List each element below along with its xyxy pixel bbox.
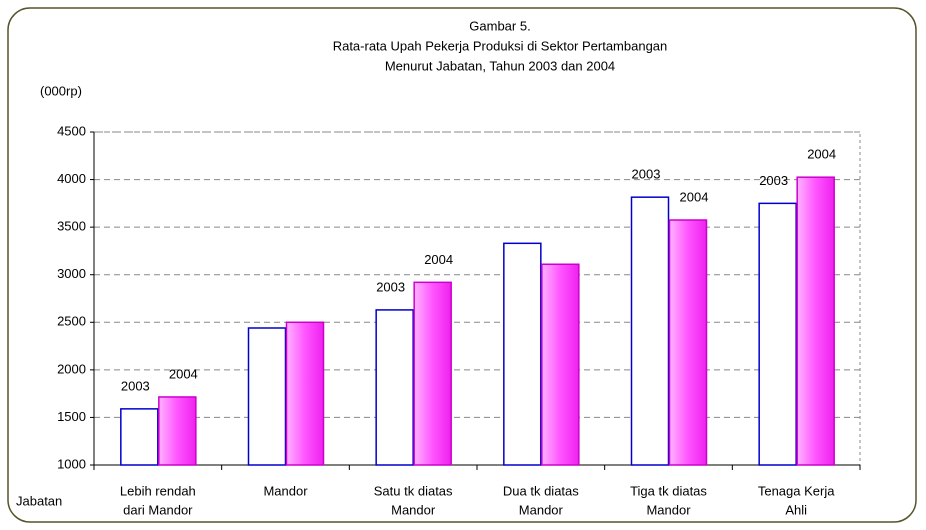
x-tick-label: Tenaga Kerja (758, 483, 835, 498)
data-label: 2003 (632, 167, 661, 182)
data-label: 2004 (807, 147, 836, 162)
y-tick-label: 2500 (57, 314, 86, 329)
bar (758, 202, 797, 466)
x-tick-label: Lebih rendah (120, 483, 196, 498)
x-tick-label: Mandor (519, 502, 564, 517)
x-tick-label: Tiga tk diatas (630, 483, 707, 498)
data-label: 2003 (759, 173, 788, 188)
data-label: 2004 (169, 366, 198, 381)
bar (375, 309, 414, 466)
bar (503, 242, 542, 466)
y-tick-label: 4000 (57, 171, 86, 186)
data-label: 2003 (121, 378, 150, 393)
bar (668, 219, 708, 466)
bar (158, 396, 197, 466)
chart-title: Gambar 5. (469, 18, 530, 33)
bar (541, 263, 580, 466)
x-tick-label: Dua tk diatas (503, 483, 579, 498)
bar (247, 327, 287, 466)
y-tick-label: 2000 (57, 361, 86, 376)
bar (120, 408, 159, 466)
x-tick-label: Mandor (646, 502, 691, 517)
y-tick-label: 1500 (57, 409, 86, 424)
bar (630, 196, 670, 466)
y-tick-label: 1000 (57, 456, 86, 471)
x-tick-label: dari Mandor (123, 502, 193, 517)
bar (285, 321, 325, 466)
y-axis-label: (000rp) (40, 83, 82, 98)
bar (796, 176, 835, 466)
bar (413, 281, 452, 466)
data-label: 2003 (376, 279, 405, 294)
y-tick-label: 4500 (57, 123, 86, 138)
x-tick-label: Satu tk diatas (374, 483, 453, 498)
y-tick-label: 3000 (57, 266, 86, 281)
x-axis-label: Jabatan (16, 493, 62, 508)
data-label: 2004 (424, 252, 453, 267)
x-tick-label: Mandor (391, 502, 436, 517)
data-label: 2004 (680, 189, 709, 204)
chart-title: Rata-rata Upah Pekerja Produksi di Sekto… (333, 38, 668, 53)
x-tick-label: Ahli (785, 502, 807, 517)
y-tick-label: 3500 (57, 219, 86, 234)
x-tick-label: Mandor (263, 483, 308, 498)
chart-title: Menurut Jabatan, Tahun 2003 dan 2004 (385, 58, 615, 73)
